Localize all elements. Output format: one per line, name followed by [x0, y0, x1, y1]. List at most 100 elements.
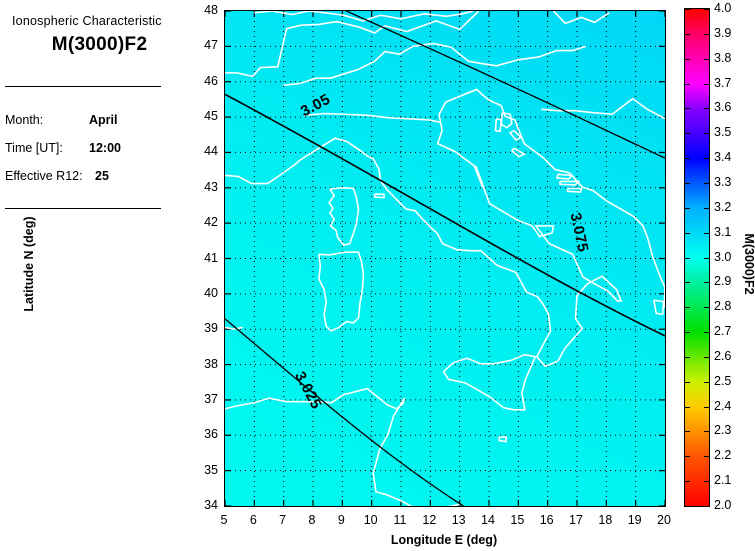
- colorbar-tick-label: 3.2: [714, 199, 732, 214]
- colorbar-tick-label: 2.4: [714, 398, 732, 413]
- colorbar-tick-label: 2.6: [714, 348, 732, 363]
- colorbar-tick: [683, 108, 690, 110]
- colorbar-tick: [683, 9, 690, 10]
- x-tick-label: 13: [451, 513, 466, 527]
- y-tick-label: 47: [204, 38, 218, 53]
- colorbar-tick: [704, 182, 711, 184]
- y-tick-label: 37: [204, 391, 218, 406]
- colorbar-tick: [704, 207, 711, 209]
- colorbar-tick-label: 3.3: [714, 174, 732, 189]
- colorbar-tick: [704, 406, 711, 408]
- colorbar-tick-label: 2.7: [714, 324, 732, 339]
- y-tick-label: 41: [204, 250, 218, 265]
- x-tick-label: 19: [627, 513, 642, 527]
- colorbar-tick: [704, 506, 711, 507]
- colorbar-tick-label: 4.0: [714, 1, 732, 15]
- colorbar-tick: [704, 232, 711, 234]
- y-tick-label: 40: [204, 285, 218, 300]
- x-tick-label: 18: [598, 513, 613, 527]
- divider-bottom: [5, 208, 161, 209]
- colorbar-tick: [683, 506, 690, 507]
- colorbar-tick: [683, 158, 690, 160]
- heatmap-field: [225, 11, 665, 506]
- x-tick-label: 17: [569, 513, 583, 527]
- colorbar-tick-label: 3.0: [714, 249, 732, 264]
- y-axis-title: Latitude N (deg): [22, 216, 36, 312]
- y-tick-label: 34: [204, 498, 218, 512]
- map-plot-area: [224, 10, 666, 507]
- info-panel: Ionospheric Characteristic M(3000)F2 Mon…: [0, 0, 210, 551]
- colorbar-tick-label: 2.5: [714, 373, 732, 388]
- colorbar-tick-label: 2.9: [714, 274, 732, 289]
- colorbar-tick: [683, 133, 690, 135]
- param-value-time: 12:00: [89, 141, 121, 155]
- colorbar-tick: [683, 83, 690, 85]
- y-tick-label: 44: [204, 144, 218, 159]
- colorbar-tick-label: 3.8: [714, 50, 732, 65]
- y-tick-label: 45: [204, 109, 218, 124]
- x-tick-label: 20: [657, 513, 671, 527]
- colorbar-tick: [704, 481, 711, 483]
- colorbar-tick: [704, 381, 711, 383]
- param-label-month: Month:: [5, 113, 44, 127]
- colorbar-tick: [683, 207, 690, 209]
- colorbar-tick: [683, 481, 690, 483]
- colorbar-tick: [704, 332, 711, 334]
- colorbar-tick-label: 3.1: [714, 224, 732, 239]
- colorbar-tick-label: 3.9: [714, 25, 732, 40]
- colorbar-tick: [704, 307, 711, 309]
- colorbar-tick: [704, 431, 711, 433]
- param-row-month: Month: April: [5, 113, 180, 131]
- x-tick-label: 12: [422, 513, 437, 527]
- param-row-effective-r12: Effective R12: 25: [5, 169, 180, 187]
- colorbar-tick-label: 3.7: [714, 75, 732, 90]
- y-tick-label: 38: [204, 356, 218, 371]
- colorbar-tick-label: 2.3: [714, 423, 732, 438]
- y-tick-label: 48: [204, 3, 218, 17]
- colorbar-tick: [704, 83, 711, 85]
- colorbar-tick: [683, 58, 690, 60]
- colorbar-tick: [704, 9, 711, 10]
- colorbar-tick: [683, 282, 690, 284]
- y-tick-label: 36: [204, 427, 218, 442]
- y-tick-label: 46: [204, 73, 218, 88]
- param-row-time: Time [UT]: 12:00: [5, 141, 180, 159]
- x-tick-label: 5: [220, 513, 228, 527]
- x-tick-label: 7: [279, 513, 287, 527]
- colorbar-tick: [683, 431, 690, 433]
- colorbar-tick: [683, 406, 690, 408]
- colorbar-tick: [683, 307, 690, 309]
- colorbar-tick: [683, 332, 690, 334]
- x-tick-label: 8: [308, 513, 316, 527]
- colorbar-tick-label: 3.5: [714, 125, 732, 140]
- panel-title-characteristic: M(3000)F2: [51, 34, 148, 55]
- x-tick-label: 15: [510, 513, 525, 527]
- colorbar-tick: [683, 182, 690, 184]
- colorbar-tick: [683, 33, 690, 35]
- colorbar-tick-label: 2.0: [714, 498, 732, 512]
- colorbar: [683, 8, 711, 507]
- colorbar-tick: [683, 257, 690, 259]
- colorbar-tick: [704, 108, 711, 110]
- colorbar-tick: [683, 456, 690, 458]
- x-tick-label: 9: [337, 513, 345, 527]
- colorbar-tick-label: 2.8: [714, 299, 732, 314]
- colorbar-tick-label: 2.2: [714, 448, 732, 463]
- map-plot-inner: [225, 11, 665, 506]
- colorbar-tick: [704, 133, 711, 135]
- colorbar-tick: [704, 58, 711, 60]
- panel-title-primary: Ionospheric Characteristic: [12, 14, 162, 28]
- colorbar-tick: [704, 158, 711, 160]
- param-value-effective-r12: 25: [95, 169, 109, 183]
- colorbar-tick: [704, 257, 711, 259]
- colorbar-title: M(3000)F2: [742, 233, 755, 295]
- x-tick-label: 16: [539, 513, 554, 527]
- colorbar-tick-label: 3.4: [714, 150, 732, 165]
- x-tick-label: 11: [393, 513, 407, 527]
- y-tick-label: 43: [204, 179, 218, 194]
- colorbar-tick: [683, 381, 690, 383]
- colorbar-tick: [704, 456, 711, 458]
- divider-top: [5, 86, 161, 87]
- x-tick-label: 10: [363, 513, 378, 527]
- x-tick-label: 14: [481, 513, 495, 527]
